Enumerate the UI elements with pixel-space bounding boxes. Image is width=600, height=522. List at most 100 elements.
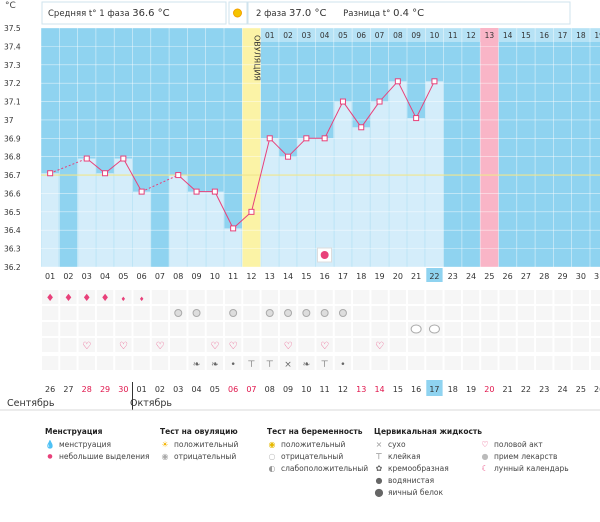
legend-item: яичный белок bbox=[388, 488, 444, 497]
date-label: 01 bbox=[137, 385, 147, 394]
pregnancy-negative-icon: ○ bbox=[268, 452, 276, 461]
drop-icon: ♦ bbox=[64, 293, 73, 304]
phase2-label: 2 фаза bbox=[256, 9, 287, 19]
temperature-bar bbox=[297, 138, 315, 267]
temperature-bar bbox=[389, 81, 407, 267]
phase2-day-label: 17 bbox=[558, 31, 568, 40]
drop-icon: ♦ bbox=[121, 296, 126, 303]
date-label: 26 bbox=[45, 385, 55, 394]
cervical-watery-icon: • bbox=[340, 360, 345, 370]
y-tick-label: 36.6 bbox=[4, 189, 21, 198]
date-label: 30 bbox=[118, 385, 128, 394]
legend-item: кремообразная bbox=[388, 464, 449, 473]
date-label: 02 bbox=[155, 385, 165, 394]
event-cell bbox=[206, 356, 223, 370]
egg-white-icon: ⬤ bbox=[374, 488, 384, 497]
phase2-day-label: 16 bbox=[539, 31, 549, 40]
event-cell bbox=[115, 338, 132, 352]
drop-small-icon: ● bbox=[47, 453, 53, 460]
legend-other: . ♡половой акт ●прием лекарств ☾лунный к… bbox=[480, 426, 568, 475]
event-cell bbox=[298, 322, 315, 336]
event-cell bbox=[96, 338, 114, 352]
heart-icon: ♡ bbox=[119, 341, 128, 352]
y-tick-label: 36.2 bbox=[4, 263, 21, 272]
sun-negative-icon bbox=[338, 309, 347, 317]
event-cell bbox=[151, 322, 169, 336]
temperature-line bbox=[86, 158, 106, 174]
dry-icon: × bbox=[375, 440, 383, 449]
event-cell bbox=[572, 322, 589, 336]
event-cell bbox=[133, 322, 150, 336]
event-cell bbox=[115, 322, 132, 336]
temperature-bar bbox=[407, 118, 425, 267]
event-cell bbox=[188, 356, 205, 370]
event-cell bbox=[408, 290, 425, 304]
event-cell bbox=[481, 322, 498, 336]
event-cell bbox=[151, 338, 169, 352]
event-cell bbox=[444, 356, 461, 370]
temperature-point bbox=[321, 135, 328, 142]
temperature-bar bbox=[334, 101, 352, 268]
phase1-label: Средняя t° 1 фаза bbox=[48, 9, 130, 19]
cycle-day-label: 22 bbox=[429, 272, 439, 281]
event-cell bbox=[206, 290, 223, 304]
date-label: 16 bbox=[411, 385, 421, 394]
event-cell bbox=[554, 322, 571, 336]
temperature-point bbox=[266, 135, 273, 142]
cycle-day-label: 15 bbox=[301, 272, 311, 281]
event-cell bbox=[444, 306, 461, 320]
phase2-day-label: 07 bbox=[375, 31, 385, 40]
event-cell bbox=[78, 338, 95, 352]
cycle-day-label: 25 bbox=[484, 272, 494, 281]
event-cell bbox=[462, 356, 480, 370]
date-label: 14 bbox=[374, 385, 384, 394]
legend-pregnancy-title: Тест на беременность bbox=[267, 427, 363, 436]
event-cell bbox=[371, 338, 388, 352]
sun-icon bbox=[233, 8, 242, 18]
cycle-day-label: 28 bbox=[539, 272, 549, 281]
event-cell bbox=[426, 306, 443, 320]
date-label: 13 bbox=[356, 385, 366, 394]
date-label: 29 bbox=[100, 385, 110, 394]
event-cell bbox=[316, 338, 333, 352]
cervical-creamy-icon: ❧ bbox=[303, 360, 311, 370]
cycle-day-label: 06 bbox=[137, 272, 147, 281]
temperature-point bbox=[211, 188, 218, 195]
legend-cervical-title: Цервикальная жидкость bbox=[374, 427, 483, 436]
event-cell bbox=[389, 290, 406, 304]
sun-negative-icon bbox=[174, 309, 183, 317]
event-cell bbox=[133, 290, 150, 304]
phase2-day-cell bbox=[370, 28, 389, 42]
heart-icon: ♡ bbox=[210, 341, 219, 352]
event-cell bbox=[481, 290, 498, 304]
phase2-day-cell bbox=[480, 28, 499, 42]
date-label: 17 bbox=[429, 385, 439, 394]
event-cell bbox=[408, 338, 425, 352]
phase2-day-cell bbox=[553, 28, 572, 42]
event-cell bbox=[42, 338, 59, 352]
event-cell bbox=[572, 306, 589, 320]
phase2-day-cell bbox=[571, 28, 590, 42]
sun-negative-icon bbox=[320, 309, 329, 317]
event-cell bbox=[426, 338, 443, 352]
date-label: 24 bbox=[557, 385, 567, 394]
heart-icon: ♡ bbox=[229, 341, 238, 352]
cervical-sticky-icon: ⊤ bbox=[248, 360, 256, 370]
temperature-line bbox=[360, 101, 380, 128]
legend-item: небольшие выделения bbox=[59, 452, 150, 461]
event-cell bbox=[389, 322, 406, 336]
temperature-line bbox=[141, 174, 179, 193]
today-date-cell bbox=[426, 380, 443, 396]
event-cell bbox=[462, 322, 480, 336]
date-label: 26 bbox=[594, 385, 600, 394]
sun-negative-icon bbox=[302, 309, 311, 317]
event-cell bbox=[42, 322, 59, 336]
event-cell bbox=[481, 338, 498, 352]
event-cell bbox=[371, 290, 388, 304]
phase2-day-cell bbox=[352, 28, 371, 42]
event-cell bbox=[353, 356, 370, 370]
event-cell bbox=[334, 338, 352, 352]
event-cell bbox=[151, 290, 169, 304]
temperature-point bbox=[47, 170, 54, 177]
event-cell bbox=[133, 306, 150, 320]
